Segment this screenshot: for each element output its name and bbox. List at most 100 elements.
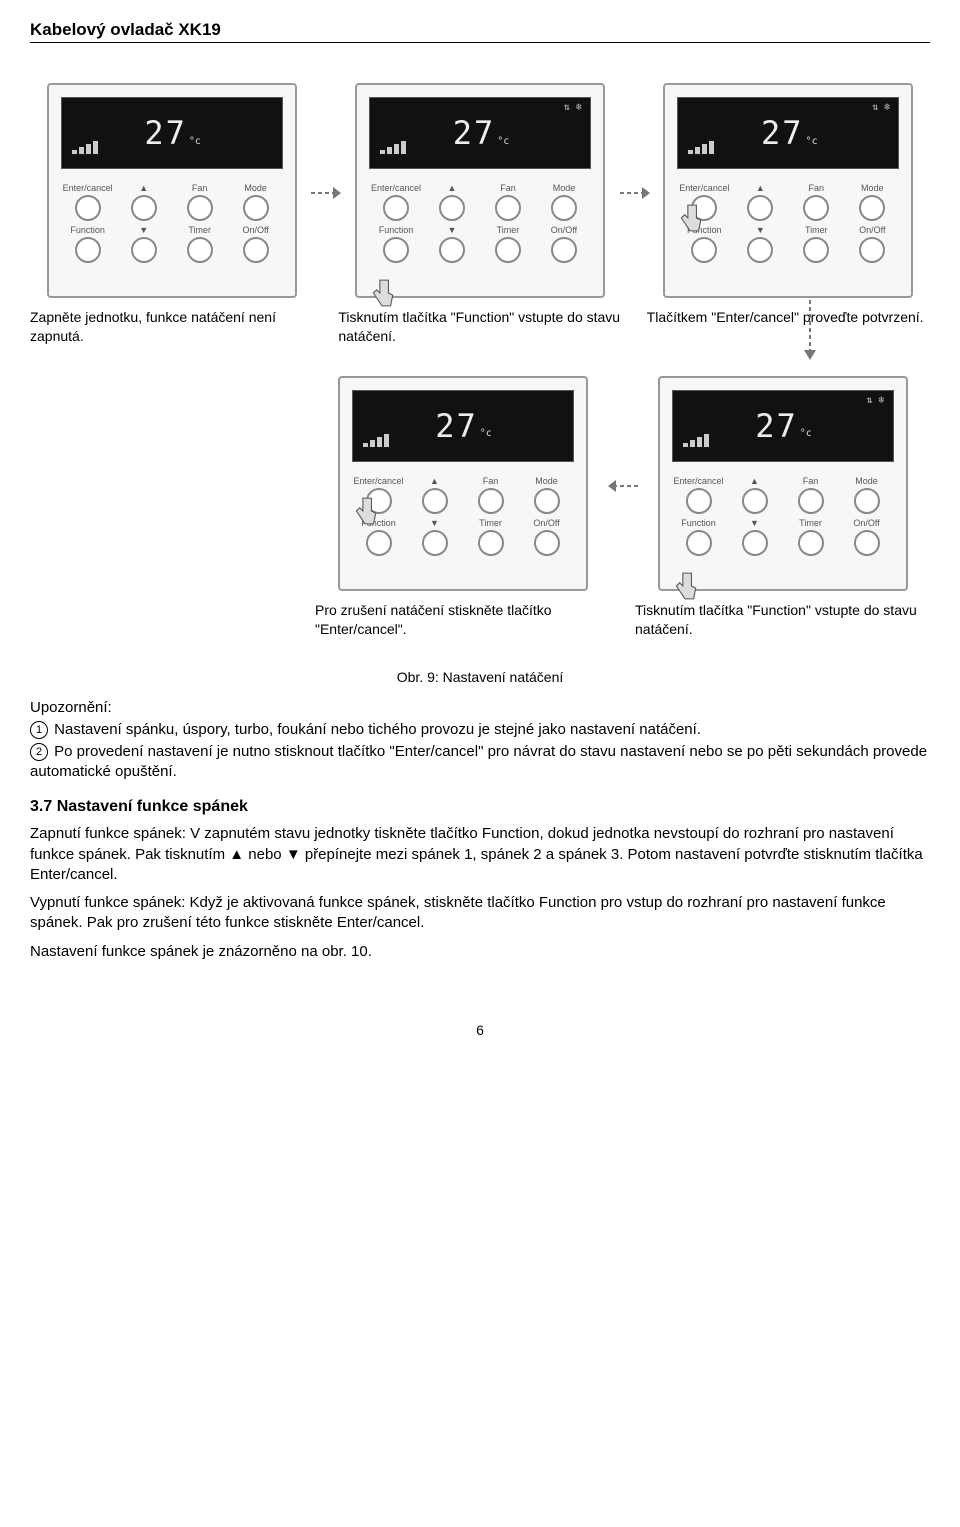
caption-5: Tisknutím tlačítka "Function" vstupte do… [635, 601, 930, 639]
caption-2: Tisknutím tlačítka "Function" vstupte do… [338, 308, 621, 346]
button-grid: Enter/cancel ▲ Fan Mode Function ▼ Timer… [352, 476, 574, 556]
timer-button[interactable] [803, 237, 829, 263]
panel-4: 27°c Enter/cancel ▲ Fan Mode Function ▼ … [315, 376, 610, 591]
onoff-button[interactable] [551, 237, 577, 263]
controller-panel: ⇅❄ 27°c Enter/cancel ▲ Fan Mode Function… [355, 83, 605, 298]
down-button[interactable] [422, 530, 448, 556]
figure-row-1: 27°c Enter/cancel ▲ Fan Mode Function ▼ … [30, 83, 930, 298]
timer-button[interactable] [495, 237, 521, 263]
up-button[interactable] [422, 488, 448, 514]
panel-5: ⇅❄ 27°c Enter/cancel ▲ Fan Mode Function… [635, 376, 930, 591]
timer-button[interactable] [798, 530, 824, 556]
mode-button[interactable] [854, 488, 880, 514]
function-button[interactable] [75, 237, 101, 263]
onoff-button[interactable] [859, 237, 885, 263]
swing-icon: ⇅ [564, 102, 570, 113]
fan-bars-icon [688, 141, 714, 154]
btn-label-down: ▼ [117, 225, 171, 235]
btn-label-up: ▲ [728, 476, 782, 486]
lcd-unit: °c [806, 136, 818, 147]
fan-button[interactable] [478, 488, 504, 514]
down-button[interactable] [439, 237, 465, 263]
enter-cancel-button[interactable] [691, 195, 717, 221]
up-button[interactable] [439, 195, 465, 221]
swing-icon: ⇅ [866, 395, 872, 406]
btn-label-fan: Fan [481, 183, 535, 193]
figure-row-2: 27 °c Enter/cancel ▲ Fan Mode Function ▼ … [315, 376, 930, 591]
lcd-display: ⇅❄ 27°c [672, 390, 894, 462]
notice-list: 1 Nastavení spánku, úspory, turbo, fouká… [30, 720, 930, 783]
btn-label-mode: Mode [520, 476, 574, 486]
btn-label-func: Function [672, 518, 726, 528]
onoff-button[interactable] [534, 530, 560, 556]
up-button[interactable] [747, 195, 773, 221]
mode-button[interactable] [534, 488, 560, 514]
onoff-button[interactable] [854, 530, 880, 556]
notice-text-1: Nastavení spánku, úspory, turbo, foukání… [54, 721, 701, 738]
page-number: 6 [30, 1022, 930, 1038]
btn-label-fan: Fan [464, 476, 518, 486]
notice-item-2: 2 Po provedení nastavení je nutno stiskn… [30, 742, 930, 783]
function-button[interactable] [691, 237, 717, 263]
down-button[interactable] [131, 237, 157, 263]
btn-label-timer: Timer [789, 225, 843, 235]
btn-label-down: ▼ [728, 518, 782, 528]
panel-3: ⇅❄ 27°c Enter/cancel ▲ Fan Mode Function… [647, 83, 930, 298]
figure-caption: Obr. 9: Nastavení natáčení [30, 669, 930, 685]
caption-4: Pro zrušení natáčení stiskněte tlačítko … [315, 601, 610, 639]
btn-label-fan: Fan [789, 183, 843, 193]
btn-label-onoff: On/Off [845, 225, 899, 235]
btn-label-enter: Enter/cancel [61, 183, 115, 193]
swing-icon: ⇅ [872, 102, 878, 113]
function-button[interactable] [383, 237, 409, 263]
fan-button[interactable] [187, 195, 213, 221]
lcd-icons: ⇅❄ [866, 395, 884, 406]
hand-pointer-icon [672, 571, 698, 601]
down-button[interactable] [742, 530, 768, 556]
btn-label-mode: Mode [840, 476, 894, 486]
btn-label-func: Function [61, 225, 115, 235]
mode-button[interactable] [243, 195, 269, 221]
enter-cancel-button[interactable] [686, 488, 712, 514]
btn-label-down: ▼ [408, 518, 462, 528]
up-button[interactable] [742, 488, 768, 514]
timer-button[interactable] [478, 530, 504, 556]
lcd-temp: 27 [453, 114, 496, 152]
mode-button[interactable] [859, 195, 885, 221]
enter-cancel-button[interactable] [75, 195, 101, 221]
fan-button[interactable] [495, 195, 521, 221]
enter-cancel-button[interactable] [383, 195, 409, 221]
lcd-temp: 27 [435, 407, 478, 445]
btn-label-enter: Enter/cancel [672, 476, 726, 486]
lcd-icons: ⇅❄ [872, 102, 890, 113]
timer-button[interactable] [187, 237, 213, 263]
arrow-left-icon [608, 476, 638, 496]
btn-label-func: Function [369, 225, 423, 235]
enter-cancel-button[interactable] [366, 488, 392, 514]
function-button[interactable] [366, 530, 392, 556]
btn-label-up: ▲ [425, 183, 479, 193]
down-button[interactable] [747, 237, 773, 263]
caption-row-2: Pro zrušení natáčení stiskněte tlačítko … [315, 601, 930, 639]
function-button[interactable] [686, 530, 712, 556]
lcd-icons: ⇅❄ [564, 102, 582, 113]
btn-label-enter: Enter/cancel [352, 476, 406, 486]
controller-panel: 27°c Enter/cancel ▲ Fan Mode Function ▼ … [338, 376, 588, 591]
snow-icon: ❄ [884, 102, 890, 113]
lcd-unit: °c [800, 428, 812, 439]
mode-button[interactable] [551, 195, 577, 221]
panel-2: ⇅❄ 27°c Enter/cancel ▲ Fan Mode Function… [338, 83, 621, 298]
onoff-button[interactable] [243, 237, 269, 263]
btn-label-fan: Fan [173, 183, 227, 193]
lcd-display: ⇅❄ 27°c [677, 97, 899, 169]
lcd-unit: °c [189, 136, 201, 147]
btn-label-mode: Mode [537, 183, 591, 193]
body-paragraph-1: Zapnutí funkce spánek: V zapnutém stavu … [30, 824, 930, 885]
fan-button[interactable] [803, 195, 829, 221]
section-heading: 3.7 Nastavení funkce spánek [30, 798, 930, 816]
btn-label-onoff: On/Off [537, 225, 591, 235]
up-button[interactable] [131, 195, 157, 221]
fan-button[interactable] [798, 488, 824, 514]
arrow-right-icon [620, 183, 650, 203]
caption-row-1: Zapněte jednotku, funkce natáčení není z… [30, 308, 930, 346]
